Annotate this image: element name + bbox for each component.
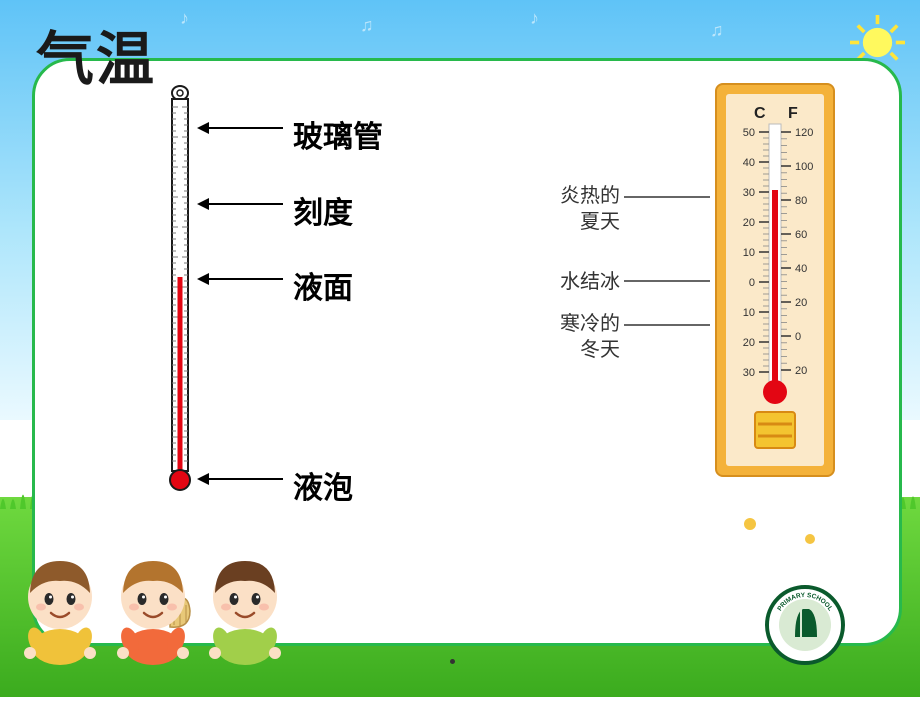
thermometer-parts-diagram: 玻璃管刻度液面液泡	[135, 85, 485, 505]
svg-text:20: 20	[795, 297, 807, 309]
pointer-line	[624, 196, 710, 198]
svg-text:40: 40	[743, 157, 755, 169]
music-note-icon: ♫	[360, 15, 374, 36]
music-note-icon: ♫	[710, 20, 724, 41]
svg-text:50: 50	[743, 127, 755, 139]
svg-text:20: 20	[743, 217, 755, 229]
svg-text:40: 40	[795, 263, 807, 275]
pointer-arrow	[201, 478, 283, 480]
svg-text:0: 0	[749, 277, 755, 289]
part-label: 玻璃管	[293, 112, 383, 156]
svg-text:20: 20	[795, 365, 807, 377]
cartoon-kid-icon	[200, 549, 300, 672]
daisy-icon	[795, 524, 825, 559]
pointer-arrow	[201, 127, 283, 129]
cartoon-kid-icon	[108, 549, 208, 672]
svg-text:30: 30	[743, 187, 755, 199]
svg-text:0: 0	[795, 331, 801, 343]
svg-text:30: 30	[743, 367, 755, 379]
page-title: 气温	[36, 12, 156, 96]
temperature-annotation: 寒冷的冬天	[530, 312, 620, 363]
svg-text:10: 10	[743, 247, 755, 259]
cartoon-kid-icon	[15, 549, 115, 672]
part-label: 刻度	[293, 188, 353, 232]
temperature-annotation: 水结冰	[530, 270, 620, 296]
pointer-line	[624, 324, 710, 326]
page-dot	[450, 659, 455, 664]
music-note-icon: ♪	[530, 8, 539, 29]
svg-text:10: 10	[743, 307, 755, 319]
pointer-arrow	[201, 203, 283, 205]
school-badge-icon: PRIMARY SCHOOL	[765, 585, 845, 665]
wood-thermometer-diagram: C F 50403020100102030 12010080604020020 …	[530, 80, 890, 480]
celsius-label: C	[754, 105, 766, 122]
svg-text:100: 100	[795, 161, 813, 173]
svg-text:80: 80	[795, 195, 807, 207]
simple-thermometer-icon	[165, 85, 195, 495]
pointer-arrow	[201, 278, 283, 280]
svg-text:120: 120	[795, 127, 813, 139]
part-label: 液面	[293, 263, 353, 307]
daisy-icon	[732, 506, 768, 547]
svg-text:60: 60	[795, 229, 807, 241]
music-note-icon: ♪	[180, 8, 189, 29]
wood-thermometer-icon: C F 50403020100102030 12010080604020020	[710, 80, 840, 480]
pointer-line	[624, 280, 710, 282]
temperature-annotation: 炎热的夏天	[530, 184, 620, 235]
fahrenheit-label: F	[788, 105, 798, 122]
svg-text:20: 20	[743, 337, 755, 349]
part-label: 液泡	[293, 463, 353, 507]
